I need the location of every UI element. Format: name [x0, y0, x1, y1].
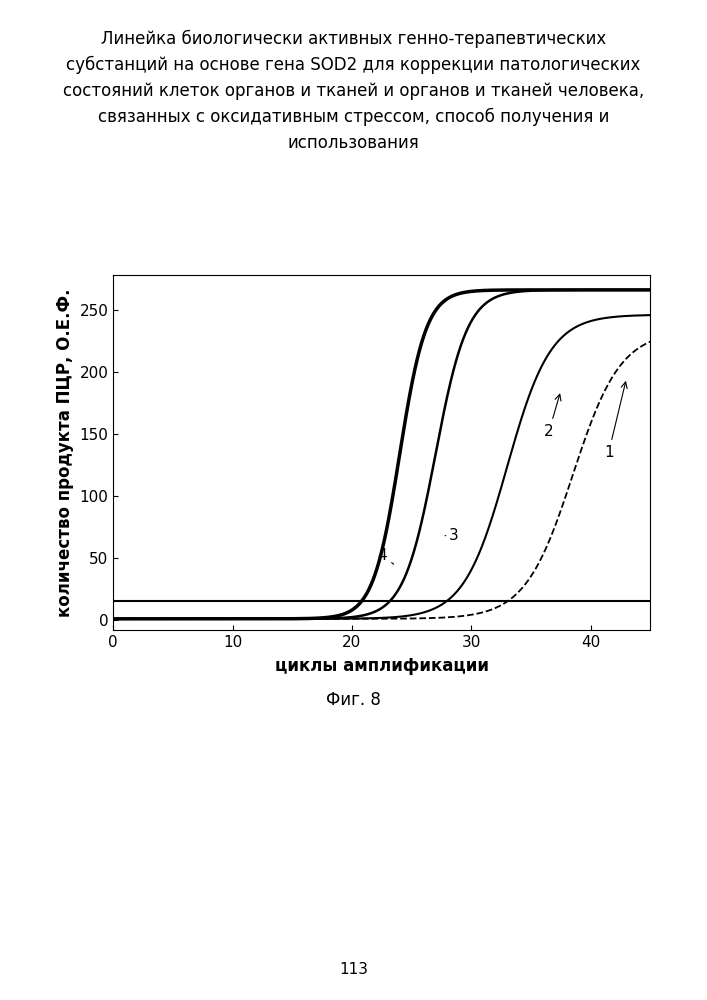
Y-axis label: количество продукта ПЦР, О.Е.Ф.: количество продукта ПЦР, О.Е.Ф.	[56, 288, 74, 617]
Text: 3: 3	[445, 528, 458, 543]
Text: 113: 113	[339, 962, 368, 978]
Text: 4: 4	[377, 548, 394, 564]
Text: Фиг. 8: Фиг. 8	[326, 691, 381, 709]
X-axis label: циклы амплификации: циклы амплификации	[275, 657, 489, 675]
Text: Линейка биологически активных генно-терапевтических
субстанций на основе гена SO: Линейка биологически активных генно-тера…	[63, 30, 644, 152]
Text: 1: 1	[604, 382, 627, 460]
Text: 2: 2	[544, 394, 561, 439]
